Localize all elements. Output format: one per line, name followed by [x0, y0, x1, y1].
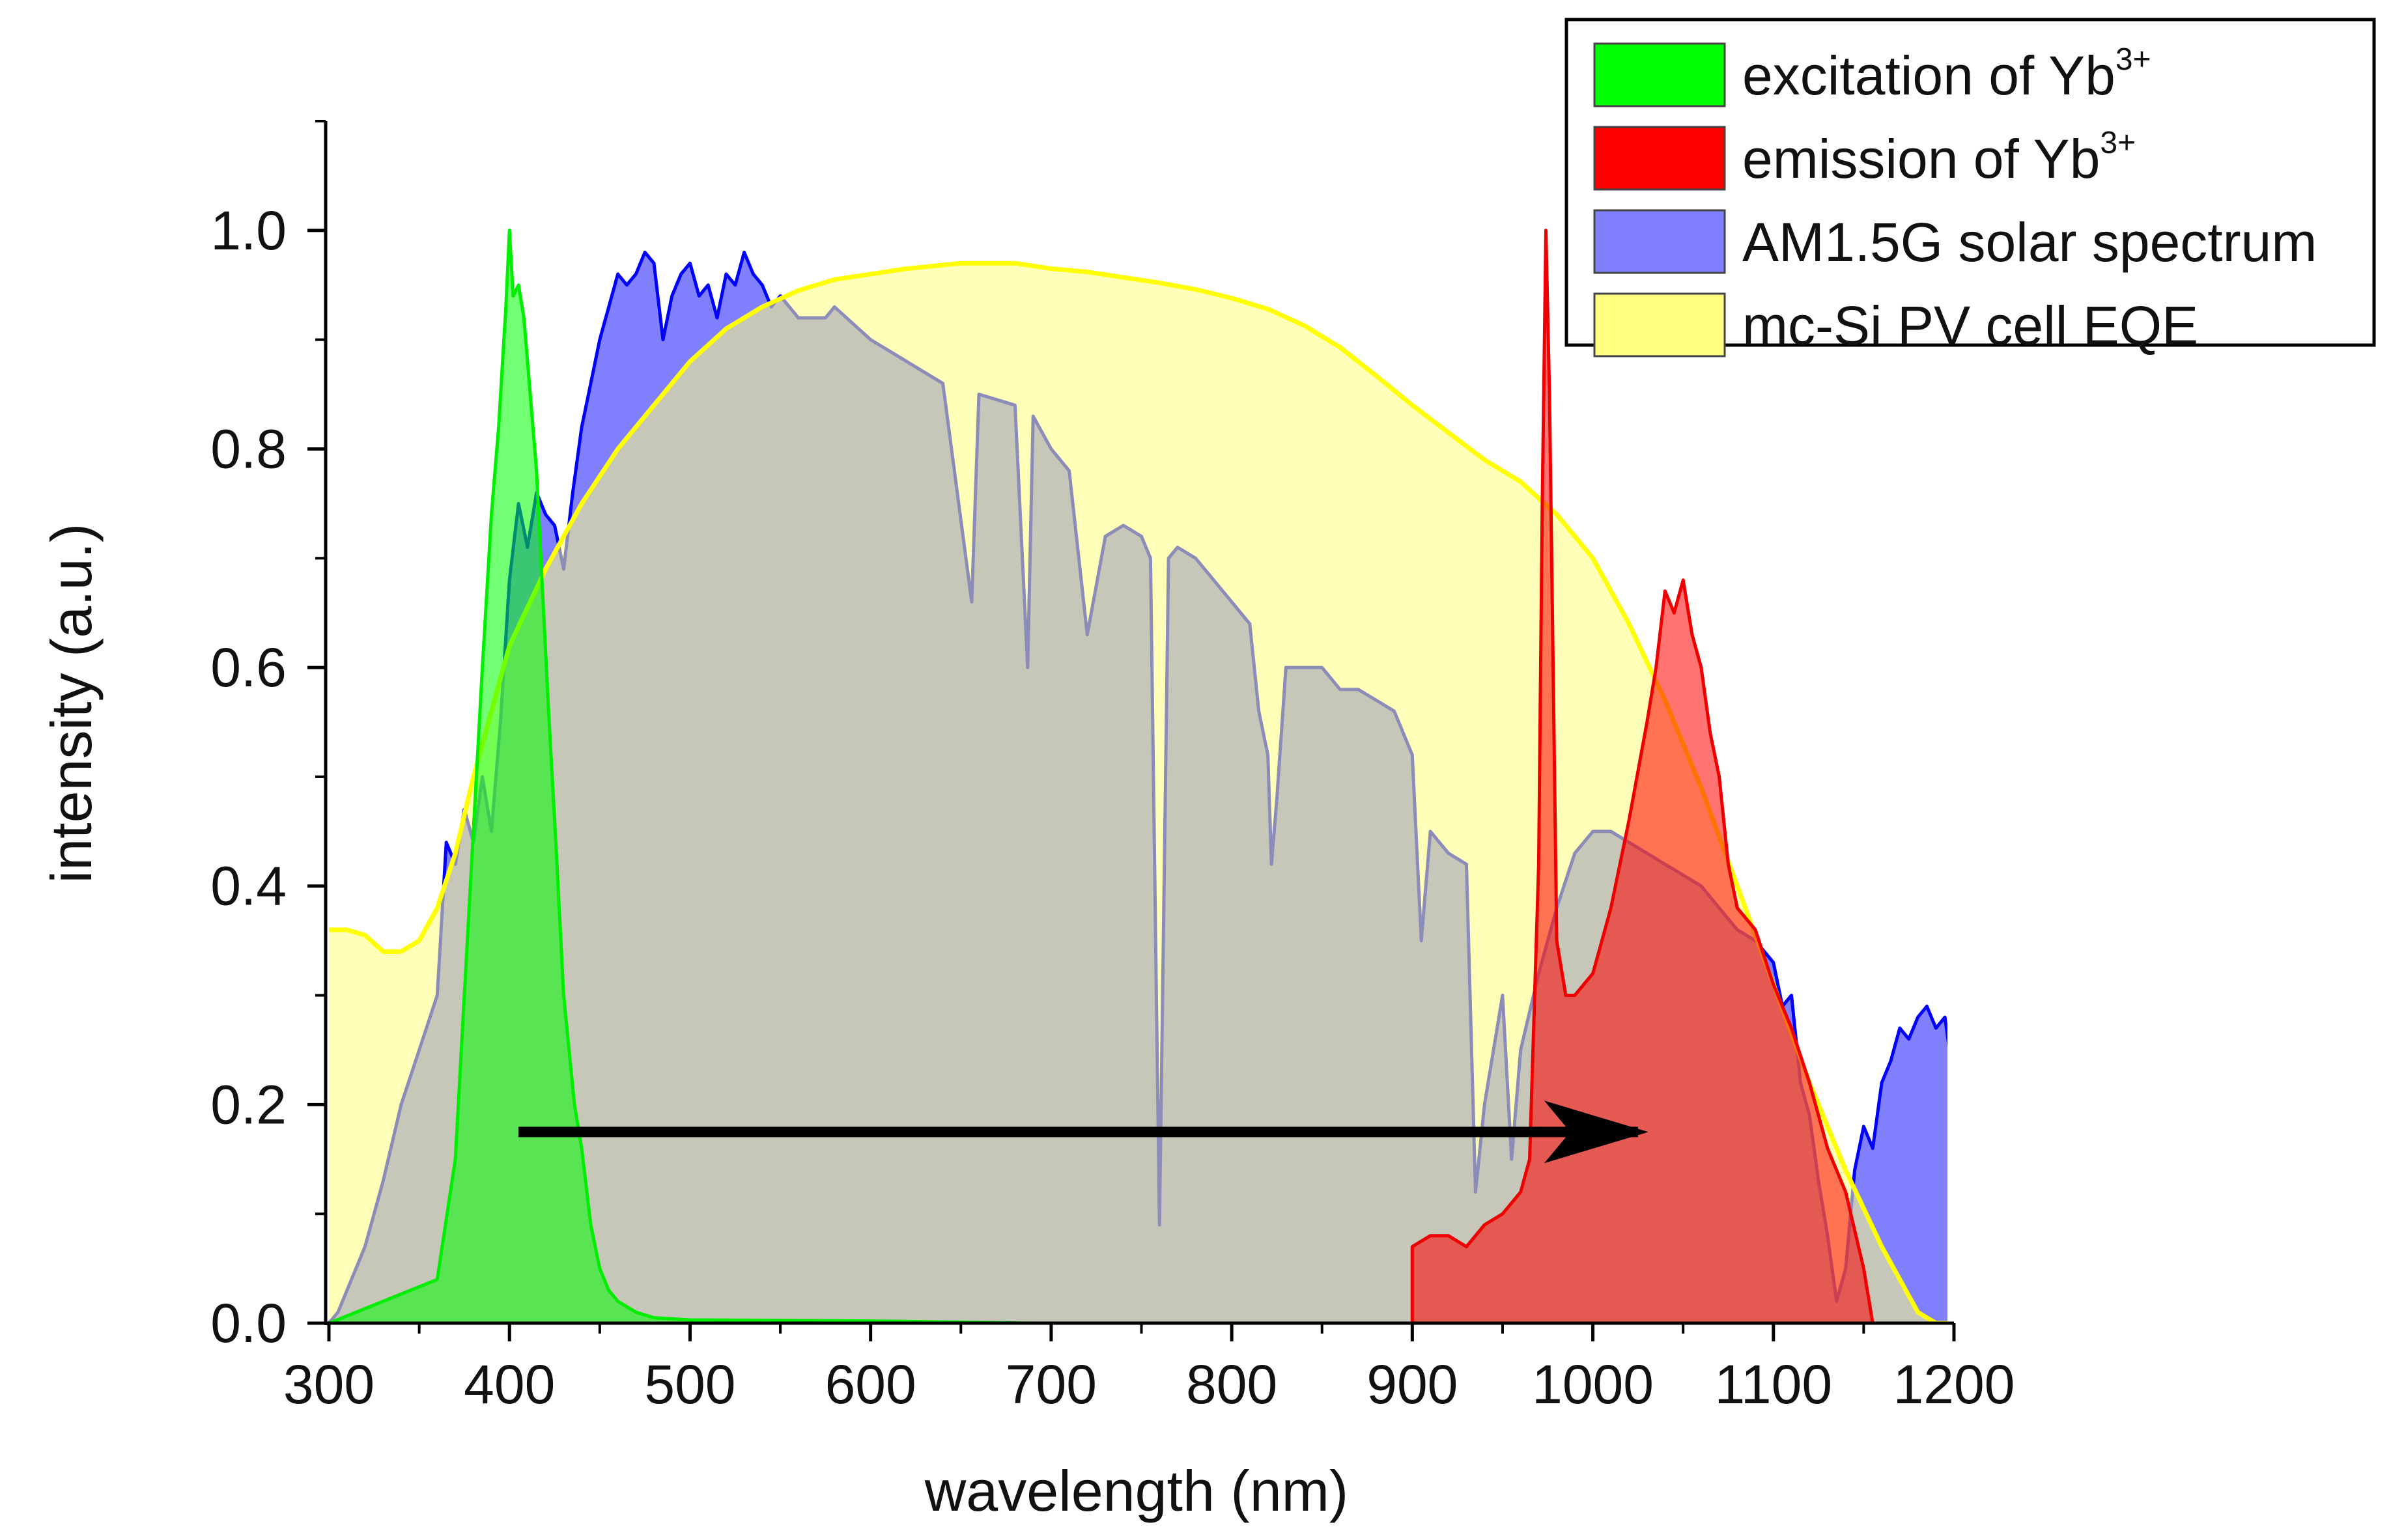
x-axis-title: wavelength (nm) — [924, 1459, 1349, 1523]
series-layer — [328, 229, 1947, 1323]
x-tick-label: 400 — [464, 1354, 555, 1415]
x-tick-label: 500 — [644, 1354, 735, 1415]
x-ticks: 300 400 500 600 700 800 900 1000 1100 1200 — [283, 1323, 2015, 1415]
y-tick-label: 0.8 — [210, 418, 287, 479]
x-tick-label: 1000 — [1532, 1354, 1654, 1415]
legend-swatch-mc-si-pv-cell-eqe — [1593, 292, 1726, 357]
legend-swatch-am1-5g-solar-spectrum — [1593, 209, 1726, 274]
y-axis-title: intensity (a.u.) — [39, 524, 104, 884]
x-tick-label: 1200 — [1893, 1354, 2015, 1415]
y-tick-label: 0.4 — [210, 856, 287, 917]
x-tick-label: 300 — [283, 1354, 375, 1415]
legend-label-am1-5g-solar-spectrum: AM1.5G solar spectrum — [1742, 212, 2317, 273]
legend-swatch-excitation-of-yb — [1593, 42, 1726, 107]
series-area-emission-of-yb3 — [1412, 230, 1873, 1323]
legend-superscript: 3+ — [2100, 126, 2136, 160]
y-tick-label: 1.0 — [210, 200, 287, 261]
x-tick-label: 900 — [1366, 1354, 1458, 1415]
legend-items: excitation of Yb3+ emission of Yb3+ AM1.5G… — [1593, 42, 2317, 357]
y-ticks: 0.0 0.2 0.4 0.6 0.8 1.0 — [210, 120, 326, 1354]
legend-label-emission-of-yb: emission of Yb3+ — [1742, 126, 2136, 189]
plot-area — [328, 229, 1947, 1323]
x-tick-label: 700 — [1006, 1354, 1097, 1415]
series-line-emission-of-yb3 — [1410, 229, 1875, 1323]
series-area-excitation-of-yb3 — [329, 230, 1034, 1323]
y-tick-label: 0.2 — [210, 1074, 287, 1135]
legend-label-excitation-of-yb: excitation of Yb3+ — [1742, 42, 2151, 106]
x-tick-label: 600 — [825, 1354, 916, 1415]
legend: excitation of Yb3+ emission of Yb3+ AM1.5G… — [1564, 18, 2376, 357]
x-tick-label: 1100 — [1714, 1354, 1832, 1415]
legend-swatch-emission-of-yb — [1593, 126, 1726, 191]
x-tick-label: 800 — [1186, 1354, 1277, 1415]
y-tick-label: 0.6 — [210, 637, 287, 698]
series-line-excitation-of-yb3 — [328, 229, 1034, 1323]
legend-superscript: 3+ — [2115, 42, 2151, 77]
legend-label-mc-si-pv-cell-eqe: mc-Si PV cell EQE — [1742, 295, 2198, 356]
y-tick-label: 0.0 — [210, 1293, 287, 1354]
